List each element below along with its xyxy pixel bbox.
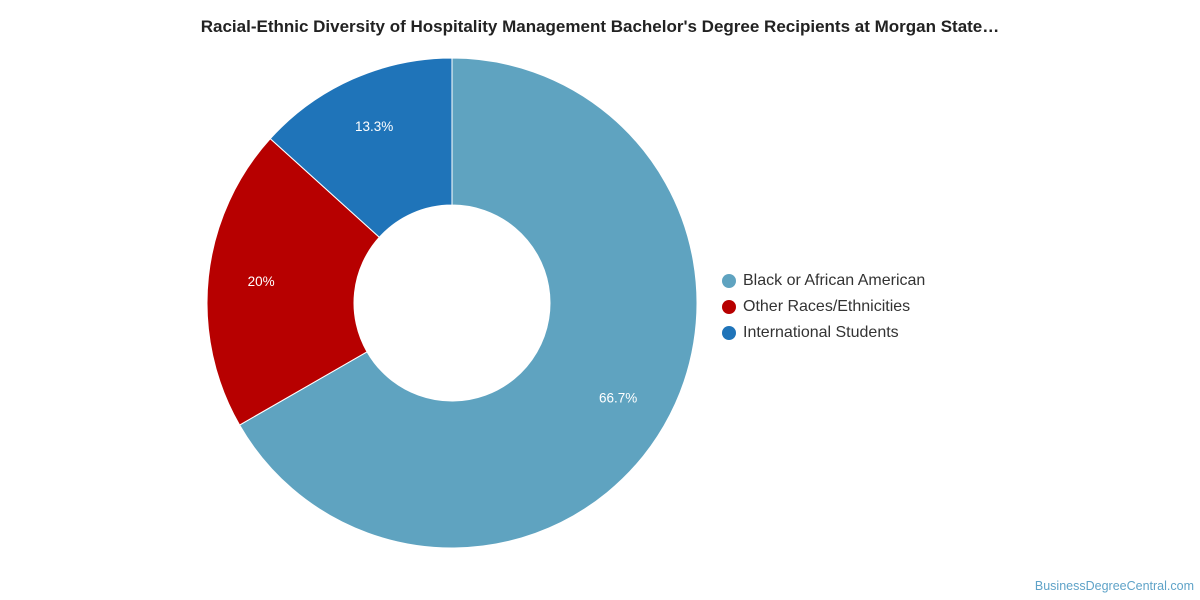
legend: Black or African American Other Races/Et…	[722, 268, 925, 346]
legend-label: Black or African American	[743, 272, 926, 289]
slice-black-or-african-american[interactable]	[238, 57, 698, 549]
slice-other-races-ethnicities[interactable]	[206, 137, 381, 426]
slice-international-students[interactable]	[269, 57, 453, 238]
slice-label-international-students: 13.3%	[355, 119, 393, 134]
legend-item-other-races-ethnicities[interactable]: Other Races/Ethnicities	[722, 294, 925, 320]
slice-label-black-or-african-american: 66.7%	[599, 391, 637, 406]
chart-title: Racial-Ethnic Diversity of Hospitality M…	[200, 17, 1000, 36]
slice-label-other-races-ethnicities: 20%	[248, 274, 275, 289]
site-credit[interactable]: BusinessDegreeCentral.com	[1034, 579, 1194, 593]
legend-item-international-students[interactable]: International Students	[722, 320, 925, 346]
legend-label: Other Races/Ethnicities	[743, 298, 911, 315]
legend-item-black-or-african-american[interactable]: Black or African American	[722, 268, 925, 294]
legend-dot-other-races-ethnicities	[722, 300, 736, 314]
legend-dot-black-or-african-american	[722, 274, 736, 288]
legend-label: International Students	[743, 324, 899, 341]
legend-dot-international-students	[722, 326, 736, 340]
